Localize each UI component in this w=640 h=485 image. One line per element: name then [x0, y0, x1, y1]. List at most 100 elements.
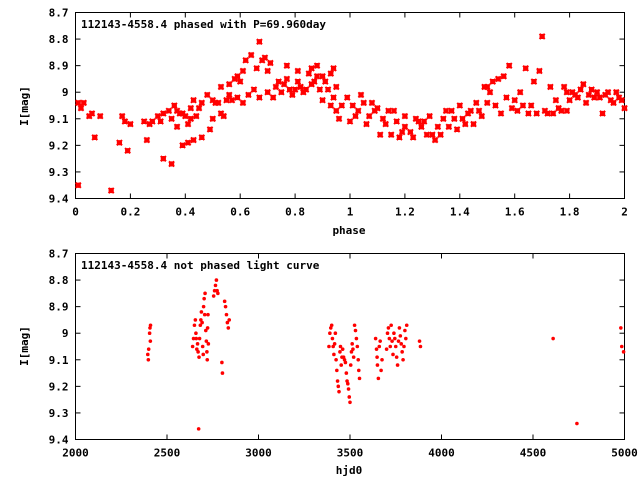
- data-point: [393, 118, 400, 125]
- data-point: [373, 336, 378, 341]
- data-point: [211, 294, 216, 298]
- data-point: [160, 155, 167, 162]
- data-point: [399, 342, 404, 346]
- data-point: [412, 115, 420, 123]
- data-point: [143, 136, 151, 144]
- data-point: [508, 104, 516, 112]
- data-point: [569, 88, 576, 96]
- data-point: [619, 344, 624, 349]
- data-point: [145, 352, 150, 357]
- data-point: [239, 67, 247, 75]
- y-tick-label: 8.8: [49, 33, 69, 46]
- data-point: [525, 110, 532, 117]
- data-point: [308, 64, 315, 72]
- data-point: [324, 86, 332, 93]
- data-point: [505, 62, 513, 69]
- data-point: [191, 336, 196, 341]
- data-point: [610, 99, 617, 107]
- data-point: [267, 59, 274, 67]
- data-point: [319, 96, 326, 104]
- data-point: [388, 344, 393, 349]
- data-point: [601, 91, 609, 99]
- y-tick-label: 9.1: [49, 113, 69, 126]
- data-point: [203, 328, 208, 333]
- data-point: [619, 326, 623, 330]
- data-point: [283, 62, 291, 69]
- data-point: [195, 104, 203, 112]
- data-point: [200, 320, 204, 325]
- data-point: [340, 347, 345, 351]
- x-tick-label: 0.6: [230, 206, 250, 219]
- x-axis: 0 0.2 0.4 0.6 0.8 1 1.2 1.4 1.6 1.8 2: [72, 12, 628, 219]
- data-point: [351, 347, 355, 351]
- data-point: [179, 142, 186, 149]
- data-point: [415, 118, 422, 125]
- data-point: [264, 88, 271, 96]
- data-point: [275, 78, 282, 85]
- data-point: [582, 99, 590, 107]
- data-point: [209, 115, 217, 123]
- data-point: [355, 344, 360, 349]
- data-point: [618, 96, 626, 104]
- data-point: [234, 94, 241, 101]
- x-tick-label: 1.6: [505, 206, 525, 219]
- data-point: [382, 120, 389, 128]
- data-point: [522, 64, 529, 72]
- data-point: [203, 291, 207, 296]
- phased-light-curve-panel: 0 0.2 0.4 0.6 0.8 1 1.2 1.4 1.6 1.8 2 8.7 8.8 8.9 9 9.…: [18, 7, 628, 238]
- data-point: [220, 112, 228, 120]
- data-point: [401, 123, 409, 131]
- data-point: [459, 115, 466, 123]
- data-point: [464, 110, 472, 117]
- x-tick-label: 0.2: [120, 206, 140, 219]
- data-point: [202, 312, 207, 317]
- data-point: [481, 83, 488, 91]
- data-point: [348, 400, 352, 405]
- data-point: [283, 75, 291, 83]
- data-point: [394, 355, 399, 359]
- data-point: [354, 336, 359, 341]
- data-point: [333, 331, 338, 336]
- x-axis-label: hjd0: [336, 464, 363, 477]
- data-point: [206, 312, 210, 317]
- data-point: [615, 94, 623, 101]
- data-point: [127, 120, 134, 128]
- data-point: [205, 350, 209, 354]
- data-point: [225, 320, 230, 325]
- data-point: [357, 91, 365, 99]
- data-point: [351, 355, 356, 359]
- data-point: [148, 339, 153, 343]
- data-point: [173, 107, 181, 115]
- data-point: [202, 296, 206, 301]
- data-point: [280, 80, 288, 88]
- data-point: [453, 126, 461, 133]
- data-point: [195, 342, 200, 346]
- data-point: [350, 342, 354, 346]
- y-tick-label: 8.9: [49, 60, 69, 73]
- data-point: [192, 323, 197, 328]
- data-point: [420, 118, 428, 125]
- data-point: [190, 96, 197, 104]
- data-point: [193, 318, 198, 322]
- data-point: [374, 347, 379, 351]
- data-point: [353, 328, 358, 333]
- data-point: [227, 318, 232, 322]
- data-point: [621, 350, 626, 354]
- data-point: [511, 96, 519, 104]
- data-point: [467, 107, 475, 115]
- data-point: [220, 360, 224, 365]
- data-point: [302, 86, 310, 93]
- data-point: [332, 352, 336, 357]
- data-point: [429, 131, 436, 139]
- data-point: [118, 112, 126, 120]
- data-point: [264, 67, 271, 75]
- data-point: [519, 102, 527, 109]
- data-point: [261, 54, 269, 61]
- data-point: [396, 339, 401, 343]
- data-point: [563, 88, 571, 96]
- data-point: [374, 104, 381, 112]
- data-point: [247, 51, 255, 59]
- data-point: [552, 96, 560, 104]
- data-point: [289, 91, 296, 99]
